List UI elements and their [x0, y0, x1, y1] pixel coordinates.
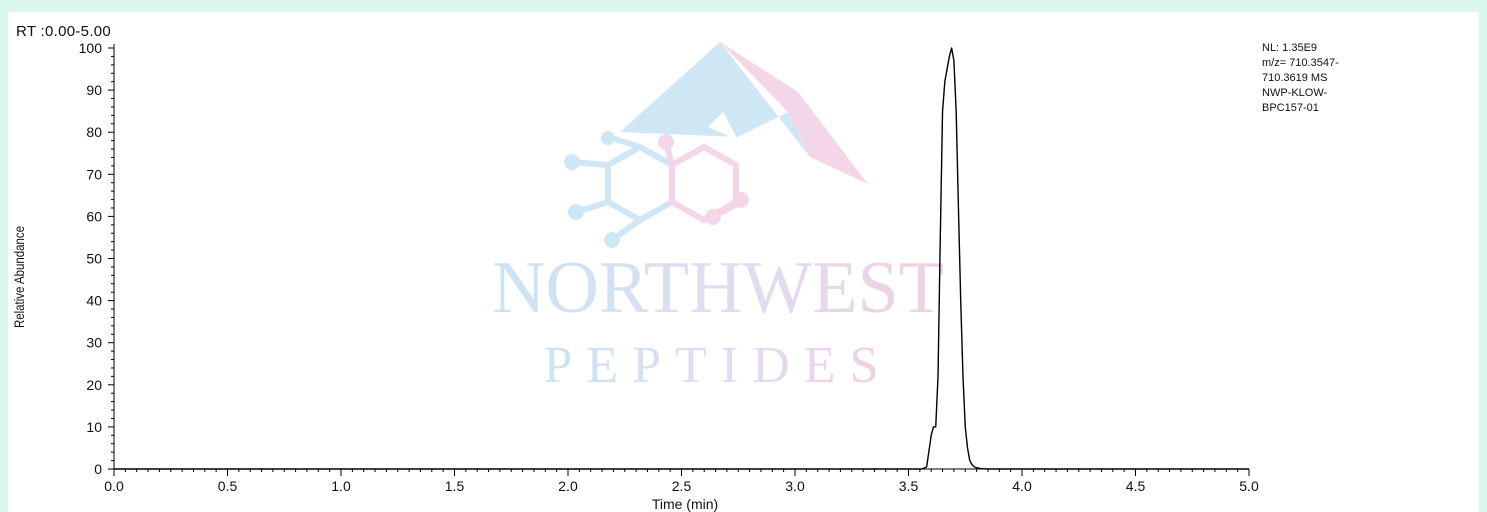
info-line: NWP-KLOW- [1262, 87, 1328, 99]
watermark-subtitle: PEPTIDES [544, 337, 893, 394]
info-line: m/z= 710.3547- [1262, 57, 1339, 69]
y-tick-label: 30 [86, 335, 102, 351]
y-tick-label: 0 [94, 461, 102, 477]
y-tick-label: 70 [86, 166, 102, 182]
x-tick-label: 1.5 [445, 478, 465, 494]
y-tick-label: 40 [86, 293, 102, 309]
watermark-title: NORTHWEST [492, 247, 944, 329]
x-tick-label: 3.5 [899, 478, 919, 494]
chromatogram-chart: NORTHWEST PEPTIDES 0 10 20 30 40 50 60 70 80 90 10… [11, 40, 1339, 512]
x-axis-ticks: 0.0 0.5 1.0 1.5 2.0 2.5 3.0 3.5 4.0 4.5 5.0 [104, 469, 1259, 494]
y-tick-label: 10 [86, 419, 102, 435]
x-tick-label: 4.5 [1126, 478, 1146, 494]
y-axis-label: Relative Abundance [11, 226, 27, 328]
info-line: 710.3619 MS [1262, 72, 1327, 84]
y-axis-ticks: 0 10 20 30 40 50 60 70 80 90 100 [79, 40, 114, 477]
info-line: BPC157-01 [1262, 102, 1319, 114]
x-tick-label: 2.0 [558, 478, 578, 494]
chart-frame: RT :0.00-5.00 [8, 12, 1479, 512]
y-tick-label: 20 [86, 377, 102, 393]
y-tick-label: 90 [86, 82, 102, 98]
mountain-logo-icon [620, 42, 868, 184]
y-tick-label: 80 [86, 124, 102, 140]
x-axis-label: Time (min) [652, 496, 718, 512]
rt-range-label: RT :0.00-5.00 [16, 23, 112, 40]
x-tick-label: 1.0 [331, 478, 351, 494]
y-tick-label: 100 [79, 40, 103, 56]
series-layer [114, 47, 1249, 470]
watermark: NORTHWEST PEPTIDES [492, 42, 944, 394]
x-tick-label: 0.0 [104, 478, 124, 494]
molecule-logo-icon [564, 131, 749, 248]
x-tick-label: 0.5 [218, 478, 238, 494]
y-tick-label: 60 [86, 208, 102, 224]
info-box: NL: 1.35E9 m/z= 710.3547- 710.3619 MS NWP-K… [1262, 42, 1339, 114]
x-tick-label: 2.5 [672, 478, 692, 494]
x-tick-label: 5.0 [1239, 478, 1259, 494]
x-tick-label: 4.0 [1012, 478, 1032, 494]
info-line: NL: 1.35E9 [1262, 42, 1317, 54]
y-tick-label: 50 [86, 251, 102, 267]
series-line [114, 47, 1249, 470]
x-tick-label: 3.0 [785, 478, 805, 494]
